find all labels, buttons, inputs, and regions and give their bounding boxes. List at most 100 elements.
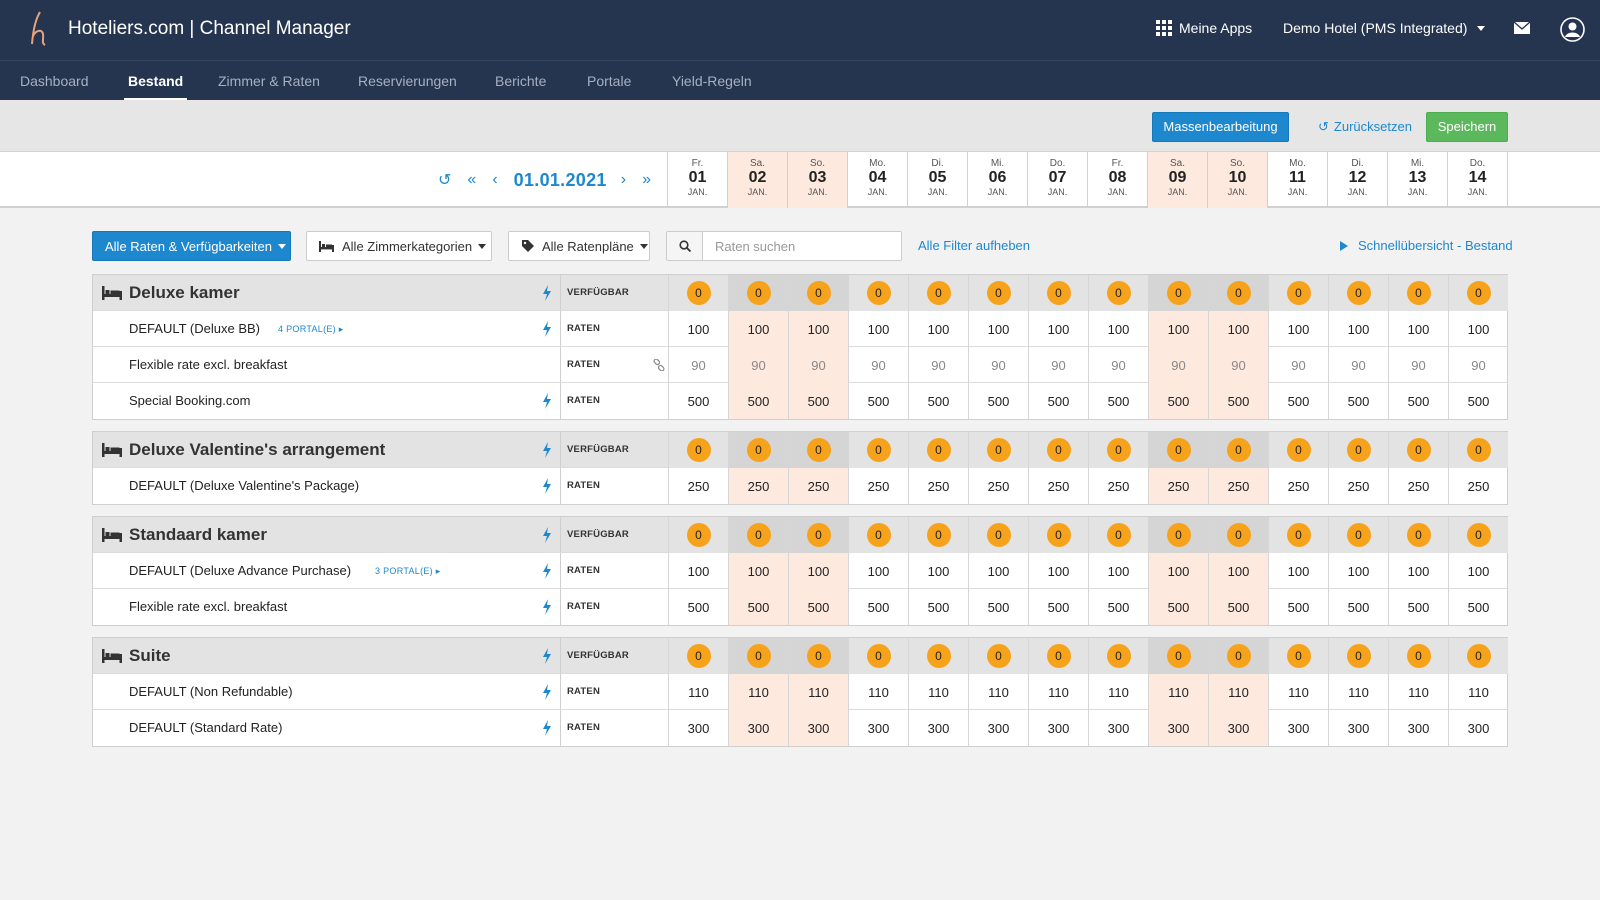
- mail-icon[interactable]: [1514, 22, 1530, 34]
- rate-cell[interactable]: 100: [1268, 553, 1328, 589]
- rate-cell[interactable]: 110: [1388, 674, 1448, 710]
- availability-cell[interactable]: 0: [908, 517, 968, 553]
- rate-cell[interactable]: 250: [968, 468, 1028, 504]
- rate-cell[interactable]: 250: [1388, 468, 1448, 504]
- rate-cell[interactable]: 300: [1088, 710, 1148, 746]
- rate-cell[interactable]: 500: [728, 383, 788, 419]
- rate-cell[interactable]: 110: [908, 674, 968, 710]
- availability-cell[interactable]: 0: [788, 638, 848, 674]
- rate-cell[interactable]: 500: [668, 383, 728, 419]
- bolt-icon[interactable]: [542, 393, 552, 409]
- rate-cell[interactable]: 500: [788, 589, 848, 625]
- rate-cell[interactable]: 300: [848, 710, 908, 746]
- availability-cell[interactable]: 0: [1088, 517, 1148, 553]
- rate-cell[interactable]: 500: [1448, 589, 1508, 625]
- rate-cell[interactable]: 90: [788, 347, 848, 383]
- rate-cell[interactable]: 300: [1148, 710, 1208, 746]
- double-chevron-left-icon[interactable]: «: [467, 171, 477, 188]
- availability-cell[interactable]: 0: [908, 275, 968, 311]
- rate-cell[interactable]: 90: [1148, 347, 1208, 383]
- rate-cell[interactable]: 100: [1028, 311, 1088, 347]
- availability-cell[interactable]: 0: [968, 638, 1028, 674]
- rate-cell[interactable]: 500: [1148, 589, 1208, 625]
- availability-cell[interactable]: 0: [1268, 638, 1328, 674]
- rate-cell[interactable]: 250: [788, 468, 848, 504]
- current-date[interactable]: 01.01.2021: [513, 169, 607, 190]
- rate-cell[interactable]: 100: [968, 553, 1028, 589]
- rate-cell[interactable]: 110: [668, 674, 728, 710]
- availability-cell[interactable]: 0: [1028, 432, 1088, 468]
- rate-cell[interactable]: 110: [968, 674, 1028, 710]
- rate-cell[interactable]: 100: [668, 553, 728, 589]
- rate-cell[interactable]: 500: [1208, 383, 1268, 419]
- rate-cell[interactable]: 500: [1388, 383, 1448, 419]
- rate-cell[interactable]: 250: [1208, 468, 1268, 504]
- rate-cell[interactable]: 250: [1448, 468, 1508, 504]
- rate-cell[interactable]: 100: [908, 553, 968, 589]
- rate-cell[interactable]: 100: [1268, 311, 1328, 347]
- rate-cell[interactable]: 300: [1268, 710, 1328, 746]
- nav-yield-regeln[interactable]: Yield-Regeln: [672, 73, 752, 89]
- rate-cell[interactable]: 110: [1448, 674, 1508, 710]
- rate-cell[interactable]: 500: [668, 589, 728, 625]
- rate-cell[interactable]: 90: [848, 347, 908, 383]
- availability-cell[interactable]: 0: [1328, 275, 1388, 311]
- availability-cell[interactable]: 0: [1268, 432, 1328, 468]
- availability-cell[interactable]: 0: [1208, 517, 1268, 553]
- availability-cell[interactable]: 0: [1088, 275, 1148, 311]
- rate-cell[interactable]: 500: [728, 589, 788, 625]
- availability-cell[interactable]: 0: [728, 638, 788, 674]
- rate-cell[interactable]: 300: [1028, 710, 1088, 746]
- rates-availability-dropdown[interactable]: Alle Raten & Verfügbarkeiten: [92, 231, 291, 261]
- bolt-icon[interactable]: [542, 563, 552, 579]
- bolt-icon[interactable]: [542, 599, 552, 615]
- rate-cell[interactable]: 500: [1388, 589, 1448, 625]
- rate-cell[interactable]: 250: [848, 468, 908, 504]
- rate-cell[interactable]: 100: [1088, 553, 1148, 589]
- availability-cell[interactable]: 0: [1148, 517, 1208, 553]
- availability-cell[interactable]: 0: [668, 275, 728, 311]
- link-icon[interactable]: [653, 359, 665, 371]
- rate-cell[interactable]: 100: [1448, 311, 1508, 347]
- availability-cell[interactable]: 0: [728, 275, 788, 311]
- hotel-selector[interactable]: Demo Hotel (PMS Integrated): [1283, 20, 1486, 36]
- rate-cell[interactable]: 250: [1268, 468, 1328, 504]
- rate-cell[interactable]: 500: [1268, 383, 1328, 419]
- availability-cell[interactable]: 0: [908, 638, 968, 674]
- room-categories-dropdown[interactable]: Alle Zimmerkategorien: [306, 231, 492, 261]
- availability-cell[interactable]: 0: [1268, 275, 1328, 311]
- rate-cell[interactable]: 90: [1088, 347, 1148, 383]
- rate-cell[interactable]: 300: [1328, 710, 1388, 746]
- availability-cell[interactable]: 0: [1388, 275, 1448, 311]
- rate-cell[interactable]: 500: [1208, 589, 1268, 625]
- rate-cell[interactable]: 100: [728, 553, 788, 589]
- availability-cell[interactable]: 0: [1448, 275, 1508, 311]
- search-input[interactable]: [703, 232, 901, 260]
- portal-link[interactable]: 4 PORTAL(E) ▸: [278, 324, 344, 334]
- rate-cell[interactable]: 500: [1268, 589, 1328, 625]
- availability-cell[interactable]: 0: [668, 432, 728, 468]
- rate-cell[interactable]: 110: [848, 674, 908, 710]
- rate-cell[interactable]: 500: [788, 383, 848, 419]
- availability-cell[interactable]: 0: [1208, 638, 1268, 674]
- rate-cell[interactable]: 100: [908, 311, 968, 347]
- chevron-right-icon[interactable]: ›: [620, 171, 627, 188]
- rate-cell[interactable]: 300: [908, 710, 968, 746]
- rate-cell[interactable]: 100: [1388, 553, 1448, 589]
- rate-cell[interactable]: 250: [668, 468, 728, 504]
- availability-cell[interactable]: 0: [1388, 432, 1448, 468]
- double-chevron-right-icon[interactable]: »: [642, 171, 651, 188]
- rate-cell[interactable]: 100: [968, 311, 1028, 347]
- availability-cell[interactable]: 0: [1328, 432, 1388, 468]
- rate-cell[interactable]: 100: [1328, 553, 1388, 589]
- rate-cell[interactable]: 110: [788, 674, 848, 710]
- rate-cell[interactable]: 110: [728, 674, 788, 710]
- search-icon[interactable]: [667, 232, 703, 260]
- availability-cell[interactable]: 0: [1328, 517, 1388, 553]
- refresh-date-icon[interactable]: ↺: [438, 172, 452, 189]
- rate-cell[interactable]: 100: [788, 553, 848, 589]
- rate-cell[interactable]: 110: [1328, 674, 1388, 710]
- availability-cell[interactable]: 0: [1448, 432, 1508, 468]
- nav-berichte[interactable]: Berichte: [495, 73, 547, 89]
- bolt-icon[interactable]: [542, 285, 552, 301]
